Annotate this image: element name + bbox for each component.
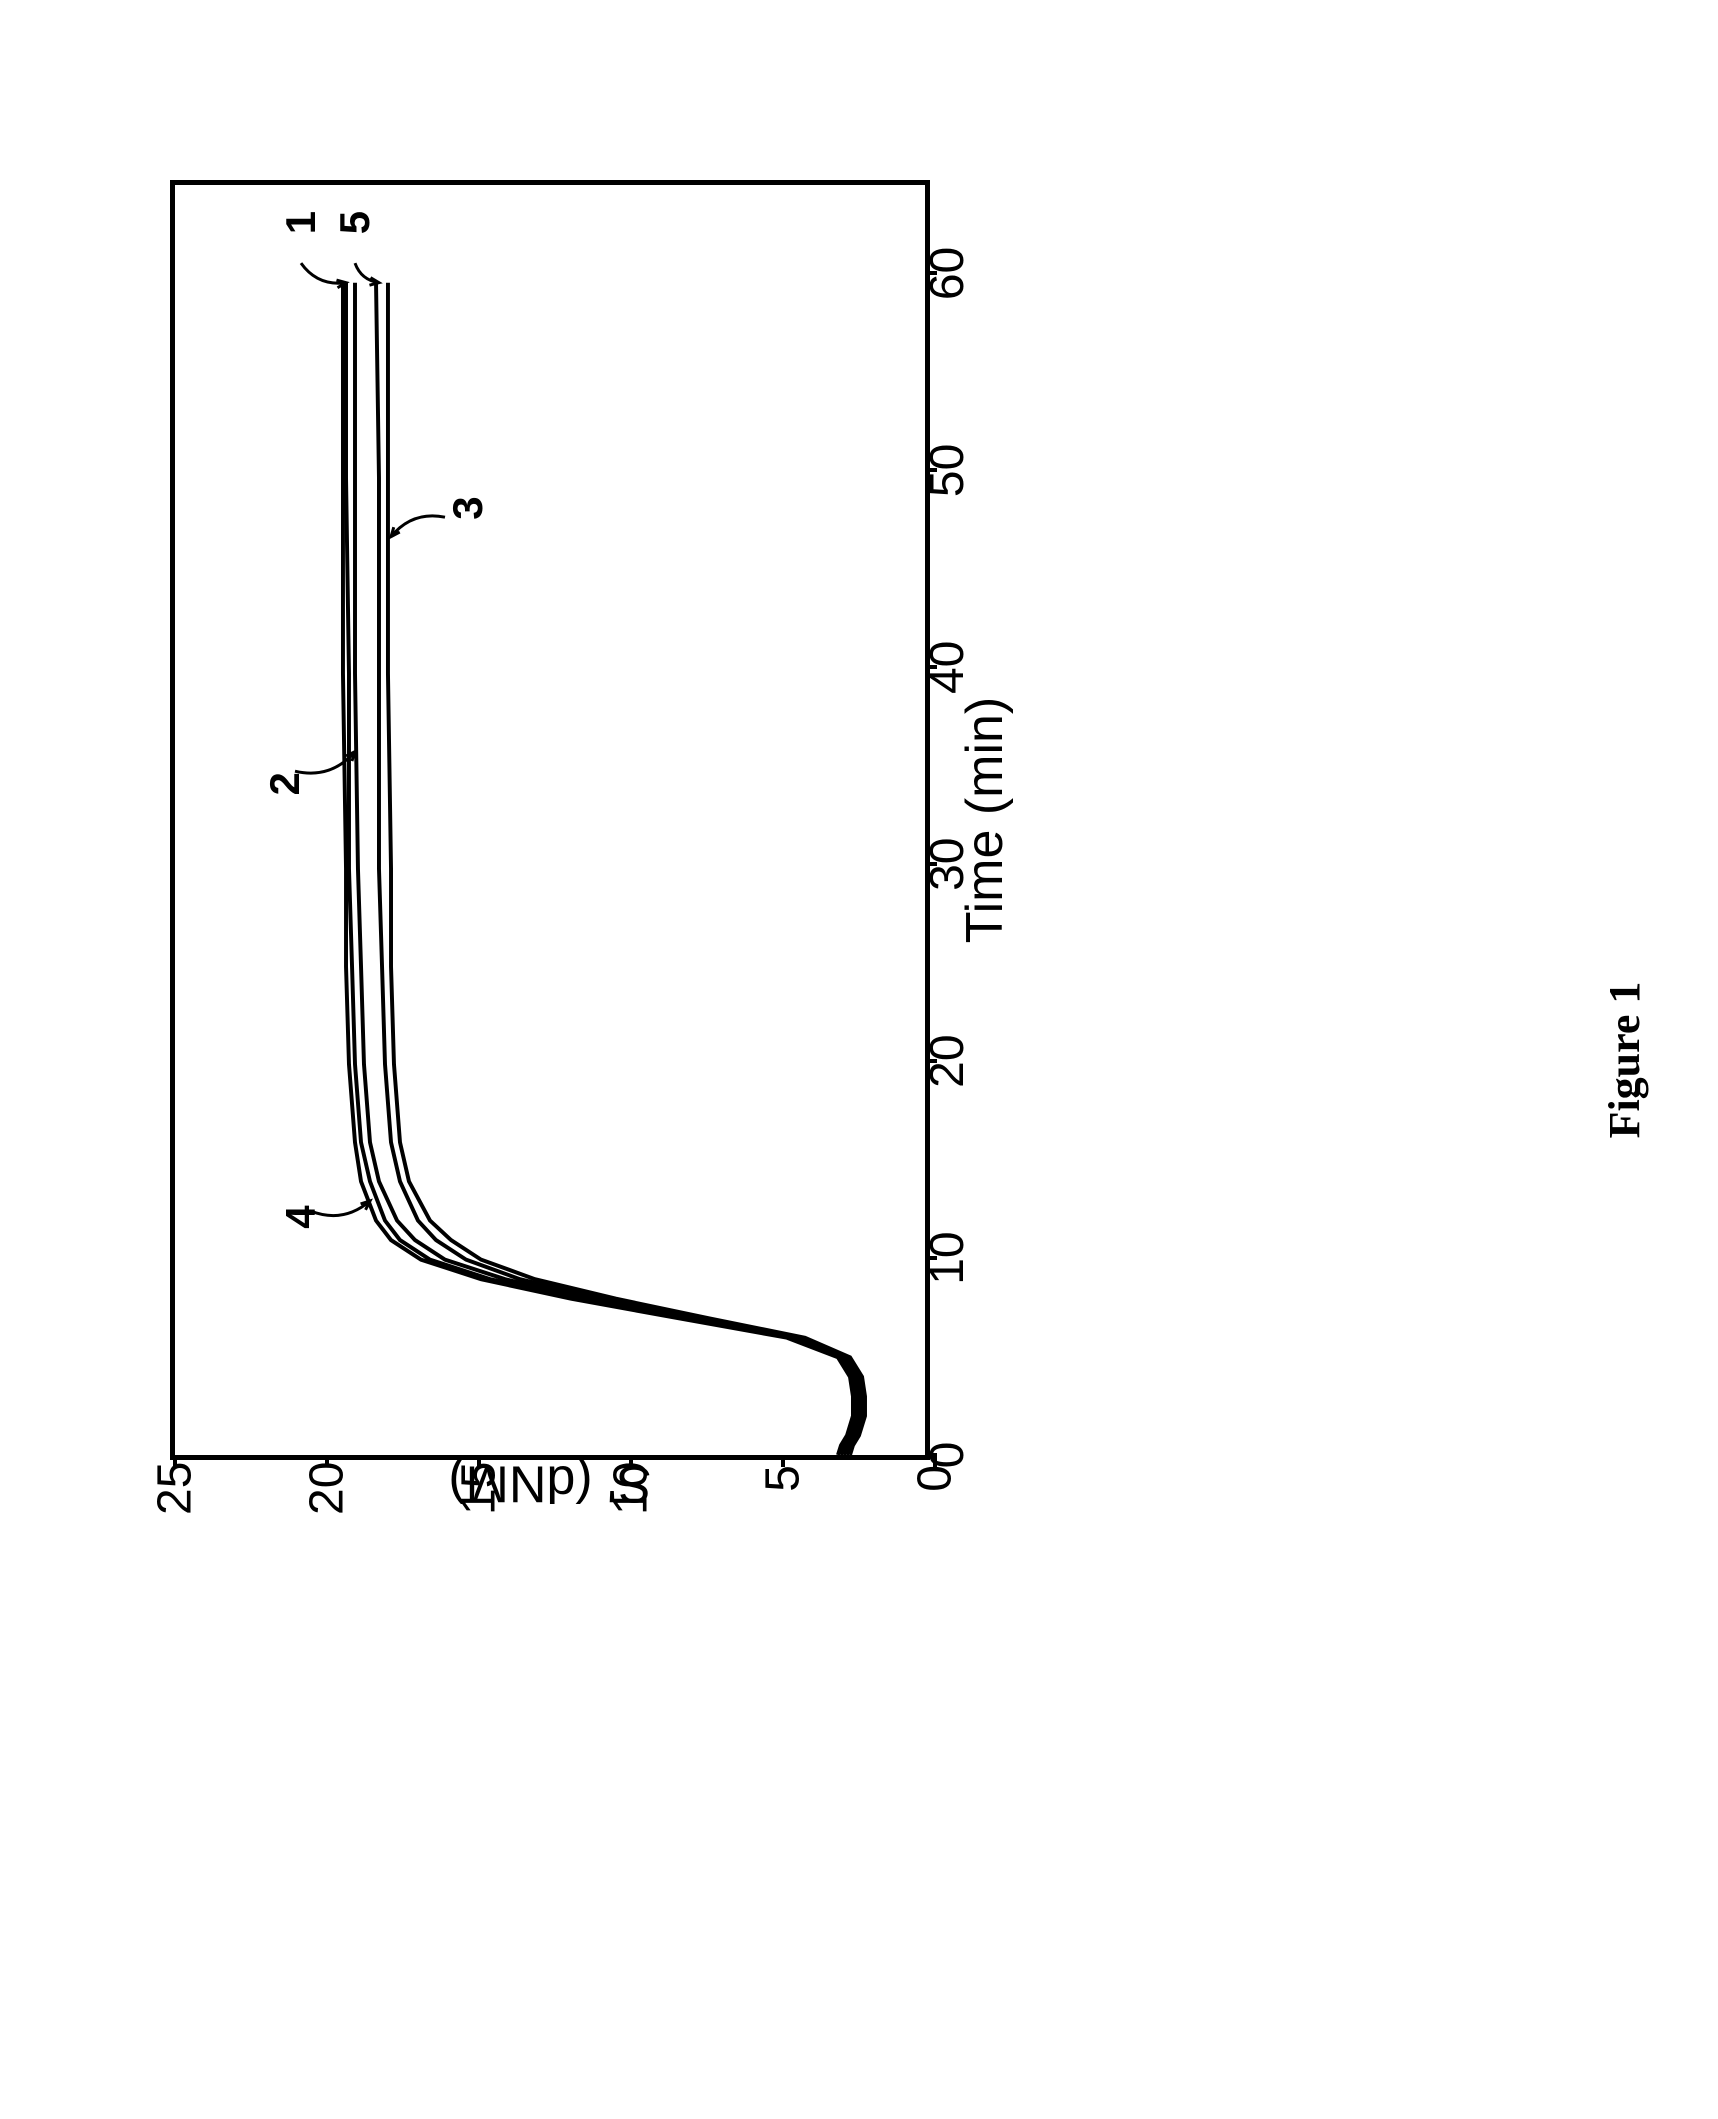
curve-4 <box>343 283 853 1455</box>
y-tick-label: 20 <box>300 1465 355 1515</box>
y-tick-label: 0 <box>908 1465 963 1515</box>
curve-label-2: 2 <box>261 772 309 795</box>
curve-label-4: 4 <box>277 1205 325 1228</box>
curve-5 <box>376 283 862 1455</box>
chart-curves <box>175 185 925 1455</box>
plot-area: 0102030405060 0510152025 12345 Time (min… <box>170 180 930 1460</box>
x-tick-label: 20 <box>920 1034 975 1087</box>
y-tick-label: 5 <box>756 1465 811 1515</box>
x-tick-label: 50 <box>920 444 975 497</box>
x-axis-label: Time (min) <box>955 697 1015 944</box>
chart-wrapper: 0102030405060 0510152025 12345 Time (min… <box>70 510 1630 1610</box>
curve-label-5: 5 <box>331 211 379 234</box>
x-tick-label: 10 <box>920 1231 975 1284</box>
page-container: 0102030405060 0510152025 12345 Time (min… <box>0 0 1718 2119</box>
curve-2 <box>355 283 859 1455</box>
y-tick-label: 25 <box>148 1465 203 1515</box>
curve-3 <box>388 283 865 1455</box>
curve-label-1: 1 <box>277 211 325 234</box>
figure-caption: Figure 1 <box>1599 982 1650 1139</box>
curve-1 <box>346 283 856 1455</box>
y-axis-label: S' (dNM) <box>448 1453 651 1513</box>
curve-label-3: 3 <box>444 496 492 519</box>
x-tick-label: 60 <box>920 247 975 300</box>
x-tick-label: 40 <box>920 641 975 694</box>
